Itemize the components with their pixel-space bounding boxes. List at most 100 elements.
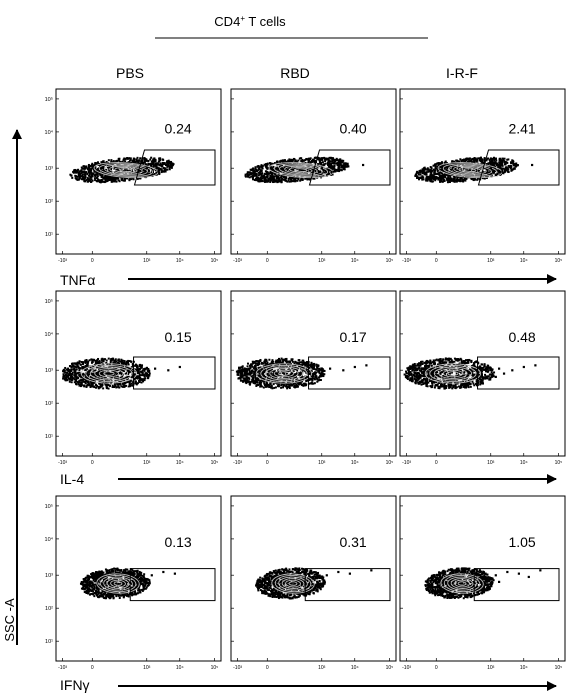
panel-il4-irf: -10³ 0 10³ 10⁴ 10⁵ 0.48 bbox=[399, 290, 566, 466]
x-tick-label: 10⁵ bbox=[211, 460, 219, 466]
density-contour bbox=[106, 578, 130, 589]
positive-gate bbox=[473, 568, 560, 602]
outlier-point bbox=[511, 369, 514, 372]
cell-population bbox=[235, 357, 326, 390]
outlier-point bbox=[167, 369, 170, 372]
outlier-point bbox=[320, 167, 323, 170]
y-tick-label: 10⁵ bbox=[45, 96, 53, 103]
x-tick-label: 0 bbox=[435, 665, 438, 671]
positive-gate bbox=[133, 149, 216, 186]
x-tick-label: -10³ bbox=[402, 258, 411, 264]
density-contour bbox=[271, 573, 315, 594]
gate-percentage: 0.24 bbox=[164, 121, 191, 137]
density-contour bbox=[269, 368, 299, 379]
outlier-point bbox=[522, 365, 525, 369]
density-contour bbox=[114, 167, 138, 174]
density-contour bbox=[284, 165, 318, 175]
outlier-point bbox=[362, 163, 365, 167]
density-contour bbox=[255, 363, 313, 384]
positive-gate bbox=[308, 149, 391, 186]
x-tick-label: 0 bbox=[435, 258, 438, 264]
x-tick-label: 10³ bbox=[143, 460, 151, 466]
panel-ifng-pbs: 10⁵ 10⁴ 10³ 10² 10¹ -10³ 0 10³ 10⁴ 10⁵ 0.13 bbox=[45, 495, 222, 671]
panel-tnfa-pbs: 10⁵ 10⁴ 10³ 10² 10¹ -10³ 0 10³ 10⁴ 10⁵ 0.24 bbox=[45, 88, 222, 264]
panel-il4-pbs: 10⁵ 10⁴ 10³ 10² 10¹ -10³ 0 10³ 10⁴ 10⁵ 0.15 bbox=[45, 290, 222, 466]
gate-percentage: 0.31 bbox=[339, 534, 366, 550]
figure-title: CD4+ T cells bbox=[214, 14, 286, 29]
gate-percentage: 2.41 bbox=[508, 121, 535, 137]
outlier-point bbox=[348, 572, 351, 575]
x-tick-label: 10³ bbox=[143, 258, 151, 264]
outlier-point bbox=[539, 569, 542, 572]
x-tick-label: 0 bbox=[91, 665, 94, 671]
gate-percentage: 0.15 bbox=[164, 329, 191, 345]
outlier-point bbox=[154, 367, 157, 370]
positive-gate bbox=[308, 356, 391, 390]
cell-population bbox=[403, 357, 496, 390]
density-contour bbox=[458, 167, 482, 174]
outlier-point bbox=[145, 167, 148, 170]
x-tick-label: 10³ bbox=[487, 258, 495, 264]
density-contour bbox=[438, 368, 468, 379]
outlier-point bbox=[173, 572, 176, 575]
panel-il4-rbd: -10³ 0 10³ 10⁴ 10⁵ 0.17 bbox=[230, 290, 397, 466]
panel-tnfa-rbd: -10³ 0 10³ 10⁴ 10⁵ 0.40 bbox=[230, 88, 397, 264]
x-tick-label: 10⁴ bbox=[520, 665, 528, 671]
density-contour bbox=[85, 364, 133, 383]
y-tick-label: 10⁵ bbox=[45, 298, 53, 305]
x-tick-label: 0 bbox=[266, 665, 269, 671]
density-contour bbox=[288, 581, 298, 586]
x-tick-label: 10³ bbox=[318, 258, 326, 264]
outlier-point bbox=[178, 365, 181, 369]
marker-label-il4: IL-4 bbox=[60, 471, 84, 487]
x-tick-label: 10⁴ bbox=[351, 665, 359, 671]
x-tick-label: 10⁵ bbox=[555, 665, 563, 671]
density-contour bbox=[454, 579, 470, 588]
panel-ifng-rbd: -10³ 0 10³ 10⁴ 10⁵ 0.31 bbox=[230, 495, 397, 671]
column-label-rbd: RBD bbox=[280, 65, 310, 81]
y-tick-label: 10⁴ bbox=[45, 129, 54, 136]
density-contour bbox=[279, 164, 323, 176]
outlier-point bbox=[332, 170, 335, 173]
density-contour bbox=[443, 574, 481, 593]
outlier-point bbox=[502, 372, 506, 375]
density-contour bbox=[103, 371, 115, 376]
outlier-point bbox=[337, 570, 340, 574]
outlier-point bbox=[489, 167, 492, 170]
outlier-point bbox=[517, 572, 520, 575]
density-contour bbox=[457, 581, 467, 586]
density-contour bbox=[289, 167, 313, 174]
density-contour bbox=[450, 578, 474, 589]
x-tick-label: 0 bbox=[91, 258, 94, 264]
outlier-point bbox=[170, 165, 173, 168]
x-tick-label: 10³ bbox=[143, 665, 151, 671]
y-tick-label: 10² bbox=[45, 606, 53, 612]
y-tick-label: 10⁵ bbox=[45, 503, 53, 510]
gate-percentage: 0.17 bbox=[339, 329, 366, 345]
density-contour bbox=[99, 574, 137, 593]
density-contour bbox=[109, 165, 143, 175]
density-contour bbox=[119, 168, 133, 172]
y-tick-label: 10³ bbox=[45, 166, 53, 172]
density-contour bbox=[278, 371, 290, 376]
x-tick-label: 10⁵ bbox=[386, 258, 394, 264]
y-tick-label: 10¹ bbox=[45, 434, 53, 440]
panel-tnfa-irf: -10³ 0 10³ 10⁴ 10⁵ 2.41 bbox=[399, 88, 566, 264]
density-contour bbox=[447, 576, 477, 591]
column-label-pbs: PBS bbox=[116, 65, 144, 81]
y-tick-label: 10³ bbox=[45, 368, 53, 374]
x-tick-label: 10⁴ bbox=[520, 460, 528, 466]
panel-ifng-irf: -10³ 0 10³ 10⁴ 10⁵ 1.05 bbox=[399, 495, 566, 671]
density-contour bbox=[94, 368, 124, 379]
outlier-point bbox=[325, 574, 328, 577]
density-contour bbox=[294, 168, 308, 172]
y-tick-label: 10³ bbox=[45, 573, 53, 579]
y-axis-label: SSC -A bbox=[2, 598, 17, 642]
x-tick-label: 10⁵ bbox=[211, 665, 219, 671]
density-contour bbox=[103, 576, 133, 591]
gate-percentage: 0.48 bbox=[508, 329, 535, 345]
density-contour bbox=[274, 574, 312, 593]
outlier-point bbox=[514, 165, 517, 168]
density-contour bbox=[424, 363, 482, 384]
